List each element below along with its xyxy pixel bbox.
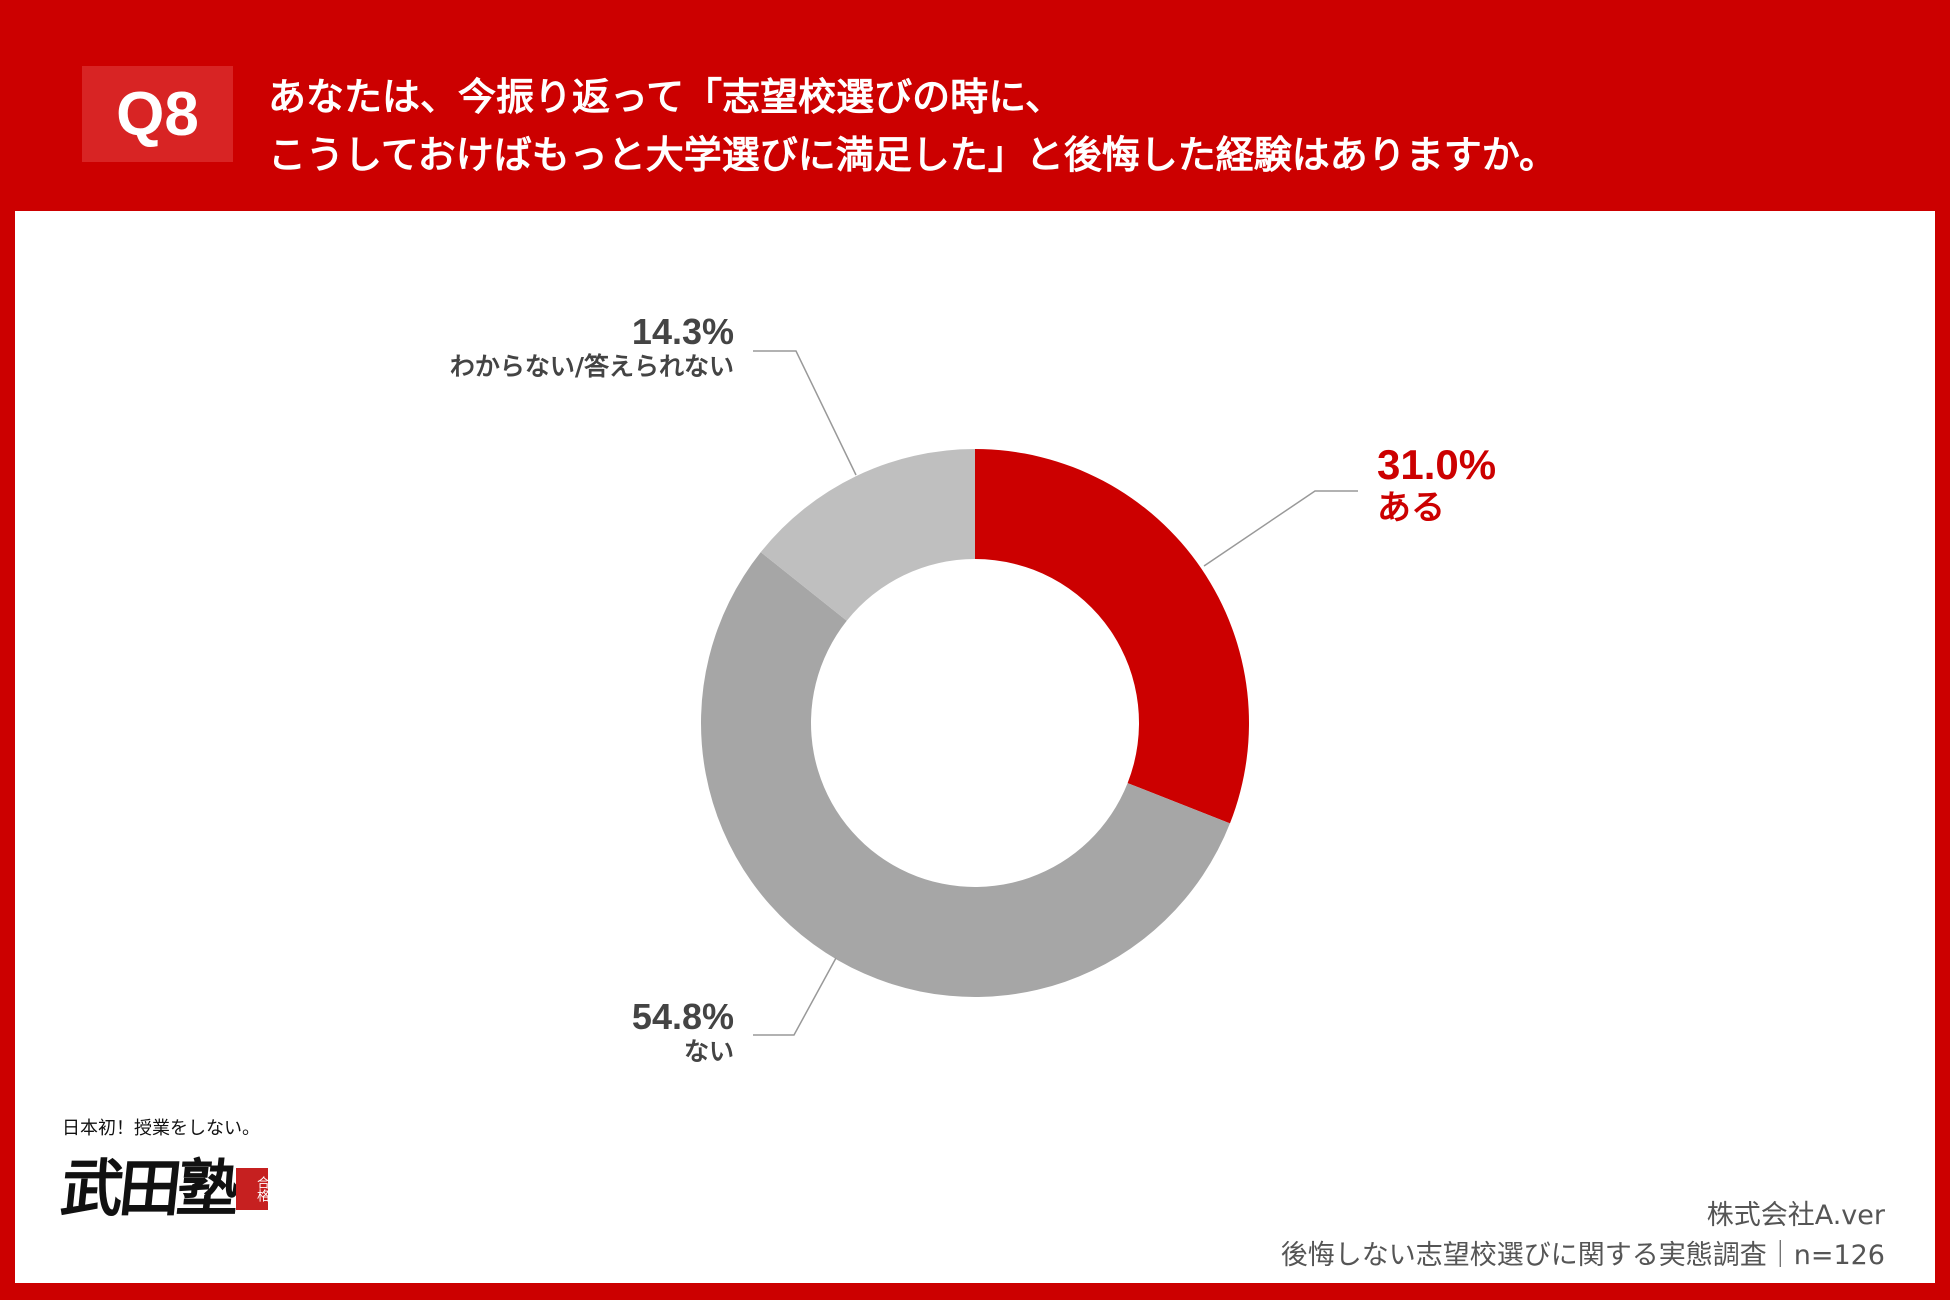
title-line-1: あなたは、今振り返って「志望校選びの時に、 <box>268 75 1063 119</box>
donut-slice-aru <box>975 449 1250 824</box>
data-label-aru-category: ある <box>1377 488 1445 528</box>
data-label-nai: 54.8% ない <box>632 997 734 1067</box>
data-label-aru-value: 31.0% <box>1377 441 1497 488</box>
data-label-nai-category: ない <box>683 1037 734 1066</box>
question-title: あなたは、今振り返って「志望校選びの時に、 こうしておけばもっと大学選びに満足し… <box>268 68 1557 184</box>
logo-stamp: 合格 <box>236 1168 269 1210</box>
data-label-wakaranai-category: わからない/答えられない <box>449 352 734 381</box>
logo: 武田塾 <box>57 1152 240 1225</box>
source-survey: 後悔しない志望校選びに関する実態調査｜n=126 <box>1280 1240 1885 1271</box>
donut-slice-nai <box>701 552 1230 997</box>
data-label-wakaranai: 14.3% わからない/答えられない <box>450 312 734 382</box>
leader-line-aru <box>1203 490 1358 567</box>
leader-line-nai <box>753 957 837 1036</box>
data-label-nai-value: 54.8% <box>631 996 734 1037</box>
data-label-aru: 31.0% ある <box>1377 441 1497 529</box>
title-line-2: こうしておけばもっと大学選びに満足した」と後悔した経験はありますか。 <box>268 133 1557 177</box>
chart-panel <box>15 211 1935 1283</box>
source-company: 株式会社A.ver <box>1706 1200 1885 1231</box>
leader-line-wakaranai <box>753 350 857 476</box>
data-label-wakaranai-value: 14.3% <box>631 311 734 352</box>
logo-tagline: 日本初！授業をしない。 <box>62 1118 260 1139</box>
question-number-badge: Q8 <box>82 66 233 162</box>
donut-slice-wakaranai <box>760 449 975 621</box>
